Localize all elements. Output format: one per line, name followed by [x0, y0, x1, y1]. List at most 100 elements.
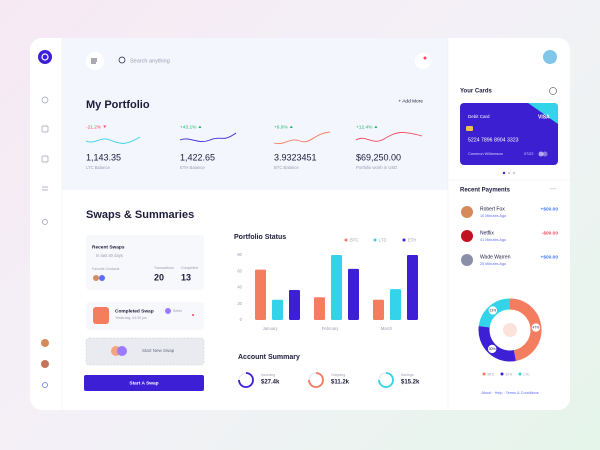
donut-center: [503, 323, 517, 337]
card-holder: Cameron Williamson: [468, 152, 503, 156]
pager-dot[interactable]: [502, 171, 506, 175]
legend-label: LTC: [524, 372, 531, 376]
x-tick-label: March: [381, 326, 393, 331]
footer-links[interactable]: About · Help · Terms & Conditions: [481, 391, 538, 395]
label-bubble: [488, 306, 498, 315]
legend-label: BTC: [488, 372, 495, 376]
balance-value: $69,250.00: [356, 152, 401, 162]
y-tick-label: 60: [237, 268, 242, 273]
swap-avatar: [117, 346, 127, 356]
y-tick-label: 80: [237, 252, 242, 257]
section-title: Account Summary: [238, 354, 300, 361]
trend-arrow: [103, 125, 107, 128]
summary-label: Outgoing: [331, 373, 345, 377]
change: +43.1%: [180, 124, 197, 130]
legend-label: LTC: [379, 238, 387, 243]
legend-label: BTC: [350, 238, 358, 243]
summary-progress: [378, 372, 394, 388]
bar: [407, 255, 418, 320]
payment-amount: +$00.00: [541, 254, 559, 260]
add-card-button[interactable]: [549, 87, 557, 95]
bar: [255, 269, 266, 320]
legend-label: ETH: [506, 372, 513, 376]
legend-swatch: [402, 238, 406, 242]
search-input[interactable]: Search anything: [130, 58, 170, 64]
card-title: Completed Swap: [115, 308, 154, 314]
balance-label: ETH Balance: [180, 165, 205, 170]
period: In last 30 days: [96, 253, 123, 258]
add-button[interactable]: + Add More: [398, 98, 423, 104]
sparkline: [179, 132, 237, 142]
bar: [373, 299, 384, 320]
nav-icon[interactable]: [41, 96, 49, 104]
x-tick-label: February: [322, 326, 340, 331]
notification-button[interactable]: [415, 53, 431, 69]
header-panel: [62, 38, 448, 190]
balance-value: 3.9323451: [274, 152, 317, 162]
btc-icon: [93, 307, 109, 324]
card-logo: [542, 151, 548, 157]
bar: [390, 289, 401, 320]
legend-swatch: [482, 372, 486, 376]
card-expiry: 07/22: [524, 152, 534, 156]
summary-value: $15.2k: [401, 380, 420, 386]
payment-name: Robert Fox: [480, 206, 505, 212]
menu-icon: [91, 58, 97, 64]
section-title: Recent Payments: [460, 188, 511, 194]
card-brand: VISA: [538, 114, 550, 120]
label-bubble: [531, 323, 541, 332]
contacts-label: Favorite Contacts: [92, 267, 120, 271]
user-avatar[interactable]: [543, 50, 557, 64]
swap-time: Yesterday, 04:30 pm: [115, 316, 147, 320]
balance-value: 1,422.65: [180, 152, 215, 162]
completed-swap-card: [86, 302, 204, 330]
nav-icon[interactable]: [41, 155, 49, 163]
change: -21.2%: [86, 124, 102, 130]
card-number: 5224 7896 8904 3323: [468, 137, 519, 143]
section-title: Your Cards: [460, 89, 493, 95]
legend-label: ETH: [408, 238, 416, 243]
nav-icon[interactable]: [41, 125, 49, 133]
y-tick-label: 0: [240, 317, 243, 322]
contact-avatar: [93, 275, 99, 281]
trend-arrow: [374, 125, 378, 128]
recent-swaps-card: [86, 235, 204, 290]
legend-swatch: [373, 238, 377, 242]
avatar: [41, 360, 49, 368]
debit-card[interactable]: [460, 103, 558, 165]
value-label: 30%: [489, 347, 496, 351]
swap-button[interactable]: [84, 375, 204, 391]
bar: [314, 297, 325, 320]
card-accent: [528, 103, 558, 124]
logo: [38, 50, 52, 64]
payment-avatar: [461, 206, 473, 218]
seller-label: Seller: [173, 309, 183, 313]
contact-avatar: [99, 275, 105, 281]
bar: [331, 255, 342, 320]
value-label: 47%: [532, 325, 539, 329]
sparkline: [273, 131, 331, 145]
new-swap-box[interactable]: [85, 337, 205, 366]
more-button[interactable]: ···: [550, 187, 556, 193]
y-tick-label: 20: [237, 301, 242, 306]
notification-dot: [423, 56, 427, 60]
stat-value: 13: [181, 272, 191, 282]
y-tick-label: 40: [237, 285, 242, 290]
payment-time: 25 Minutes Ago: [480, 262, 506, 266]
card-chip: [466, 126, 473, 131]
nav-icon[interactable]: [42, 382, 48, 388]
x-tick-label: January: [263, 326, 279, 331]
summary-label: Incoming: [261, 373, 275, 377]
section-title: My Portfolio: [86, 99, 150, 111]
payment-time: 10 Minutes Ago: [480, 214, 506, 218]
pager-dot[interactable]: [512, 171, 516, 175]
swap-button-label[interactable]: Start A Swap: [129, 380, 158, 386]
summary-label: Savings: [401, 373, 414, 377]
summary-progress: [238, 372, 254, 388]
pager-dot[interactable]: [507, 171, 511, 175]
nav-icon[interactable]: [42, 186, 48, 191]
status-dot: [192, 314, 194, 316]
payment-avatar: [461, 230, 473, 242]
nav-icon[interactable]: [42, 219, 48, 225]
